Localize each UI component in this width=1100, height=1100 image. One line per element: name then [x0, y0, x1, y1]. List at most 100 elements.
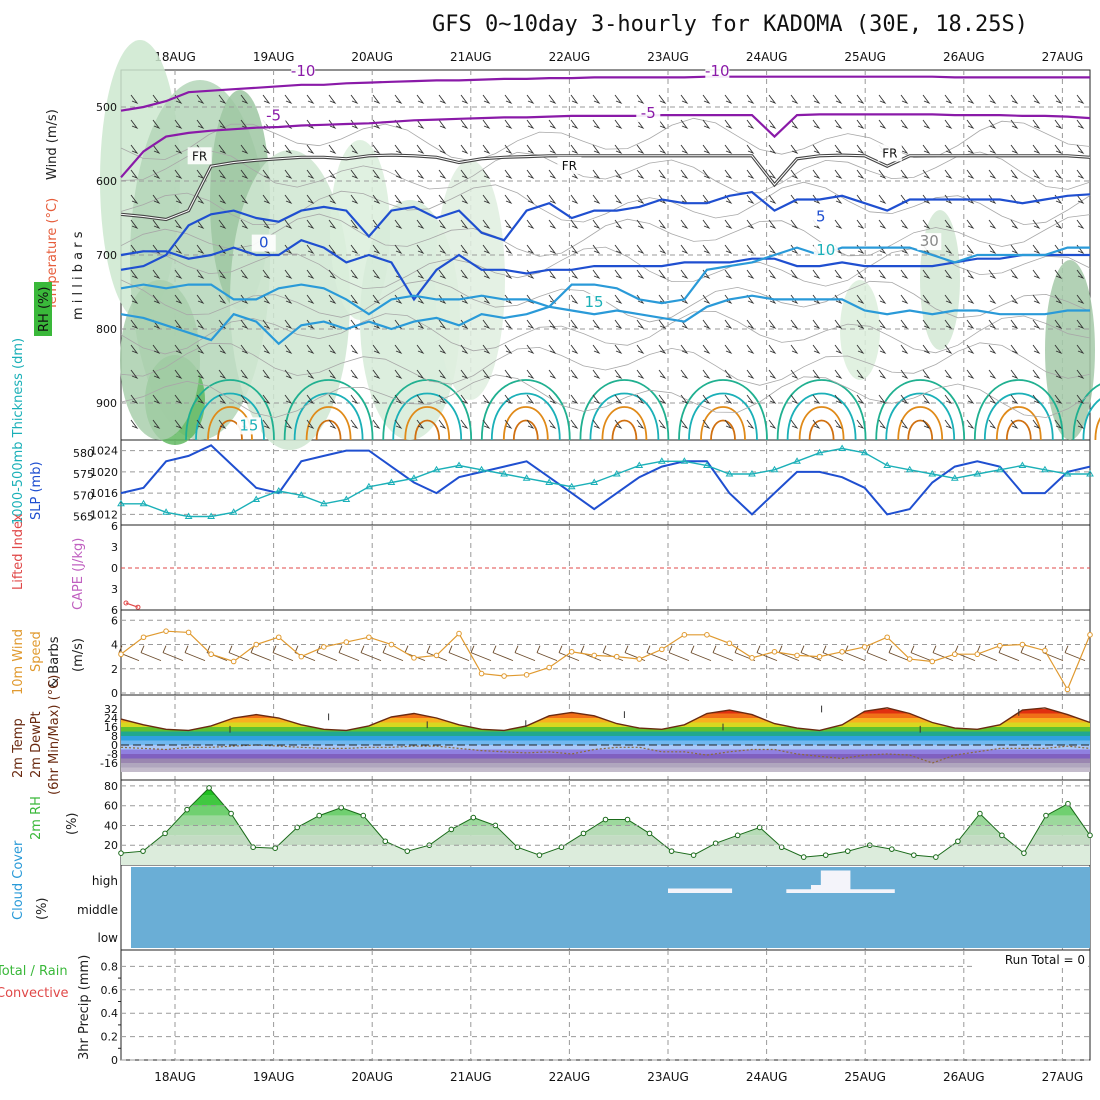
wind-barb: [592, 94, 601, 105]
thickness-marker: [387, 478, 396, 485]
warm-contour: [973, 379, 1064, 441]
wind-barb: [262, 194, 271, 205]
cloud-tick: low: [98, 931, 119, 945]
wind-barb: [460, 269, 469, 280]
wind-barb: [966, 219, 975, 230]
wind-barb: [1076, 419, 1085, 430]
wind10-barb: [382, 645, 404, 662]
wind-barb: [438, 94, 447, 105]
wind-speed-marker: [613, 653, 620, 660]
contour-label: 0: [259, 234, 269, 252]
wind-barb: [1032, 344, 1041, 355]
wind-barb: [240, 194, 249, 205]
wind-speed-marker: [861, 644, 868, 650]
wind-barb: [196, 94, 205, 105]
wind-barb: [790, 344, 799, 355]
wind-barb: [636, 344, 645, 355]
wind-speed-marker: [411, 655, 417, 661]
date-label-bottom: 27AUG: [1042, 1070, 1084, 1084]
warm-contour: [601, 406, 648, 441]
wind-barb: [240, 369, 249, 380]
warm-contour: [611, 419, 638, 441]
rh-tick: 60: [104, 800, 118, 813]
wind-barb: [614, 169, 623, 180]
thickness-marker: [770, 465, 779, 473]
wind-barb: [944, 94, 953, 105]
li-tick: 3: [111, 541, 118, 554]
wind-speed-marker: [906, 656, 913, 662]
warm-contour: [688, 392, 758, 441]
wind-barb: [328, 294, 337, 305]
slp-tick: 1012: [90, 508, 118, 521]
wind-barb: [1054, 119, 1063, 130]
wind-barb: [702, 344, 711, 355]
warm-contour: [700, 406, 746, 441]
wind-barb: [614, 94, 623, 105]
wind-barb: [416, 394, 425, 405]
wind-barb: [372, 394, 381, 405]
wind-barb: [1032, 94, 1041, 105]
wind-speed-marker: [794, 652, 800, 659]
wind-barb: [1032, 269, 1041, 280]
wind-barb: [504, 344, 513, 355]
wind-barb: [1054, 169, 1063, 180]
wind-barb: [504, 419, 513, 430]
wind-barb: [130, 294, 139, 305]
warm-contour: [885, 392, 956, 441]
contour-label-bg: [705, 62, 730, 80]
wind-barb: [482, 169, 491, 180]
wind-barb: [328, 394, 337, 405]
rh-marker: [888, 846, 895, 852]
wind-barb: [174, 244, 183, 255]
wind-barb: [240, 144, 249, 155]
wind-barb: [174, 369, 183, 380]
wind10-barb: [888, 645, 910, 662]
wind-barb: [372, 169, 381, 180]
rh-marker: [140, 848, 146, 854]
wind-barb: [130, 319, 139, 330]
wind-barb: [394, 419, 403, 430]
thickness-marker: [297, 491, 306, 498]
wind-barb: [746, 244, 755, 255]
wind-barb: [768, 419, 777, 430]
wind-barb: [856, 344, 865, 355]
wind-barb: [878, 344, 887, 355]
wind-barb: [284, 369, 293, 380]
rh-marker: [162, 830, 168, 837]
wind-barb: [284, 169, 293, 180]
wind-barb: [878, 369, 887, 380]
wind10-barb: [492, 645, 514, 662]
wind-barb: [922, 194, 931, 205]
precip-tick: 0.2: [101, 1031, 119, 1044]
wind-barb: [152, 344, 161, 355]
wind-barb: [680, 344, 689, 355]
wind-barb: [306, 144, 315, 155]
wind-barb: [922, 369, 931, 380]
wind-barb: [394, 144, 403, 155]
wind-barb: [526, 194, 535, 205]
thickness-tick: 575: [73, 468, 94, 481]
thickness-marker: [1063, 470, 1072, 477]
wind-barb: [372, 219, 381, 230]
temp-tick: -16: [100, 757, 118, 770]
wind-barb: [1054, 294, 1063, 305]
wind-barb: [856, 244, 865, 255]
wind-barb: [768, 394, 777, 405]
wind-barb: [1054, 219, 1063, 230]
wind-barb: [526, 119, 535, 130]
rh-marker: [822, 852, 829, 858]
wind-barb: [394, 194, 403, 205]
temp-band: [121, 709, 1090, 714]
rh-marker: [360, 812, 367, 819]
thickness-marker: [748, 470, 756, 477]
wind-barb: [504, 244, 513, 255]
wind-barb: [680, 394, 689, 405]
wind10-barb: [228, 645, 250, 662]
rh-marker: [646, 830, 653, 837]
wind-barb: [130, 419, 139, 430]
wind-barb: [922, 119, 931, 130]
wind-barb: [130, 369, 139, 380]
wind-barb: [614, 244, 623, 255]
wind-barb: [152, 219, 161, 230]
thickness-marker: [139, 499, 148, 507]
